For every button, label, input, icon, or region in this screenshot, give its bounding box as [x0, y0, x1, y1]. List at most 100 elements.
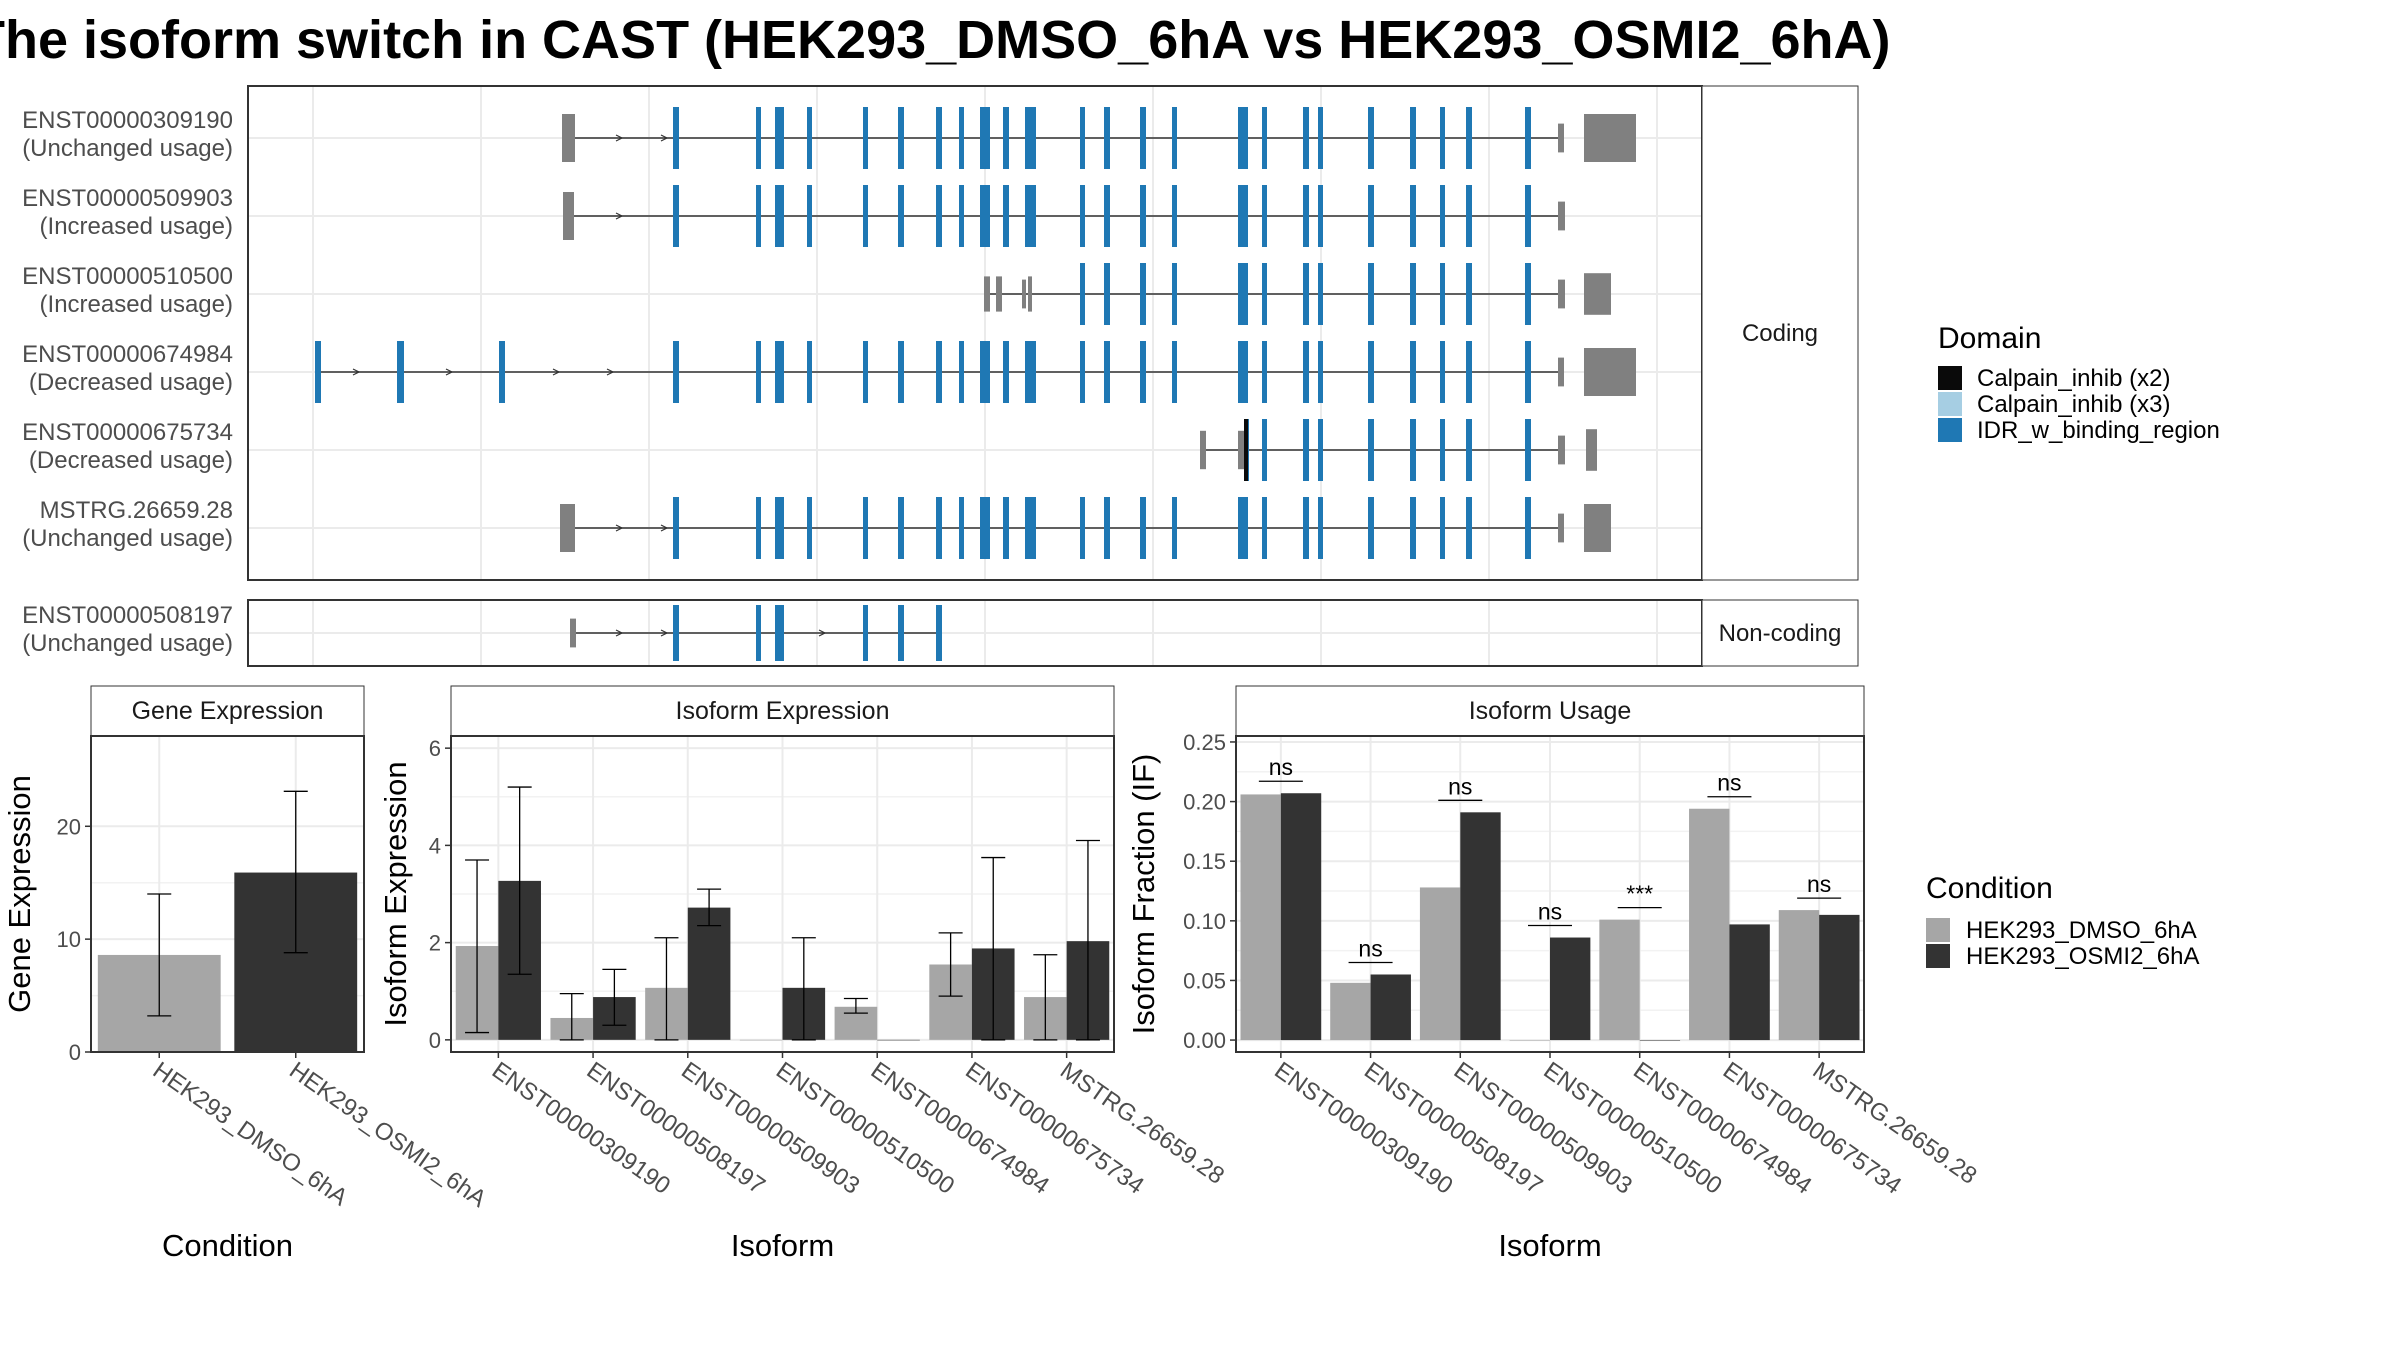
exon-idr-domain [1440, 497, 1445, 559]
exon-idr-domain [1104, 185, 1110, 247]
figure-title: The isoform switch in CAST (HEK293_DMSO_… [0, 10, 1891, 70]
exon-idr-domain [775, 107, 784, 169]
bar [739, 1039, 783, 1041]
exon-noncoding [570, 618, 576, 648]
exon-utr [1558, 513, 1564, 543]
transcript-id-label: MSTRG.26659.28 [40, 497, 233, 524]
exon-idr-domain [1440, 107, 1445, 169]
exon-idr-domain [1368, 497, 1374, 559]
exon-idr-domain [756, 497, 761, 559]
facet-strip [1701, 599, 1859, 667]
exon-idr-domain [898, 497, 904, 559]
transcript-usage-label: (Decreased usage) [29, 369, 233, 396]
significance-label: ns [1358, 935, 1382, 961]
exon-utr [1584, 114, 1636, 162]
exon-idr-domain [1080, 107, 1085, 169]
y-tick-label: 10 [57, 927, 81, 952]
exon-idr-domain [980, 185, 990, 247]
exon-utr [1558, 123, 1564, 153]
legend-title: Domain [1938, 322, 2041, 355]
exon-idr-domain [1140, 263, 1146, 325]
legend-label: Calpain_inhib (x2) [1977, 365, 2170, 392]
exon-idr-domain [1466, 497, 1472, 559]
y-axis-title: Isoform Fraction (IF) [1126, 754, 1161, 1035]
exon-idr-domain [936, 107, 942, 169]
strand-arrow [606, 368, 615, 376]
exon-noncoding [1200, 430, 1206, 470]
isoform-usage-chart: Isoform Usage 0.00 0.05 0.10 0.15 0.20 0.25 ns n… [1126, 685, 1982, 1263]
exon-idr-domain [1262, 419, 1267, 481]
exon-idr-domain [1303, 263, 1309, 325]
bar [877, 1039, 920, 1041]
exon-idr-domain [1003, 185, 1009, 247]
exon-utr [1558, 435, 1565, 465]
y-tick-label: 0 [69, 1040, 81, 1065]
exon-idr-domain [1466, 107, 1472, 169]
exon-idr-domain [673, 341, 679, 403]
bar [1280, 793, 1322, 1041]
exon-calpain-domain [1244, 419, 1248, 481]
exon-idr-domain [1238, 263, 1248, 325]
transcript-id-label: ENST00000510500 [22, 263, 233, 290]
strand-arrow [615, 212, 624, 220]
exon-idr-domain [775, 341, 784, 403]
significance-label: ns [1538, 899, 1562, 925]
exon-idr-domain [1104, 497, 1110, 559]
exon-idr-domain [673, 497, 679, 559]
bar [1639, 1040, 1681, 1041]
exon-idr-domain [1080, 185, 1085, 247]
significance-label: ns [1269, 754, 1293, 780]
exon-idr-domain [1368, 341, 1374, 403]
exon-idr-domain [1525, 263, 1531, 325]
gene-expression-chart: Gene Expression01020HEK293_DMSO_6hAHEK29… [2, 685, 491, 1263]
panel-border [90, 735, 365, 1053]
transcript-id-label: ENST00000309190 [22, 107, 233, 134]
bar [1460, 812, 1501, 1041]
x-tick-label: MSTRG.26659.28 [1055, 1057, 1229, 1190]
exon-idr-domain [807, 497, 812, 559]
exon-idr-domain [1025, 341, 1036, 403]
exon-idr-domain [1080, 497, 1085, 559]
bar [1550, 937, 1591, 1041]
exon-idr-domain [1466, 419, 1472, 481]
exon-idr-domain [673, 185, 679, 247]
exon-idr-domain [898, 605, 904, 661]
transcript-usage-label: (Unchanged usage) [22, 630, 233, 657]
bar [1819, 914, 1860, 1041]
bar [1729, 924, 1770, 1041]
bar [1599, 919, 1640, 1041]
exon-utr [1586, 429, 1597, 471]
strand-arrow [552, 368, 561, 376]
exon-idr-domain [1318, 107, 1323, 169]
exon-idr-domain [775, 497, 784, 559]
strand-arrow [352, 368, 361, 376]
exon-noncoding [1022, 279, 1026, 309]
exon-idr-domain [1466, 263, 1472, 325]
exon-idr-domain [1172, 107, 1177, 169]
transcript-id-label: ENST00000508197 [22, 602, 233, 629]
domain-legend: Domain Calpain_inhib (x2)Calpain_inhib (x… [1938, 322, 2220, 444]
transcript-id-label: ENST00000674984 [22, 341, 233, 368]
exon-idr-domain [863, 185, 868, 247]
exon-idr-domain [1368, 107, 1374, 169]
exon-idr-domain [1172, 185, 1177, 247]
significance-label: ns [1807, 871, 1831, 897]
bar [1509, 1040, 1550, 1041]
strand-arrow [615, 524, 624, 532]
transcript-usage-label: (Unchanged usage) [22, 135, 233, 162]
strand-arrow [615, 134, 624, 142]
exon-idr-domain [1525, 185, 1531, 247]
exon-idr-domain [1140, 497, 1146, 559]
strand-arrow [660, 524, 669, 532]
exon-idr-domain [1525, 341, 1531, 403]
bar [1370, 974, 1411, 1041]
exon-idr-domain [756, 341, 761, 403]
exon-idr-domain [1140, 185, 1146, 247]
exon-idr-domain [1525, 497, 1531, 559]
exon-idr-domain [775, 185, 784, 247]
y-tick-label: 0.20 [1183, 790, 1226, 815]
facet-strip-label: Coding [1742, 320, 1818, 347]
exon-idr-domain [756, 605, 761, 661]
